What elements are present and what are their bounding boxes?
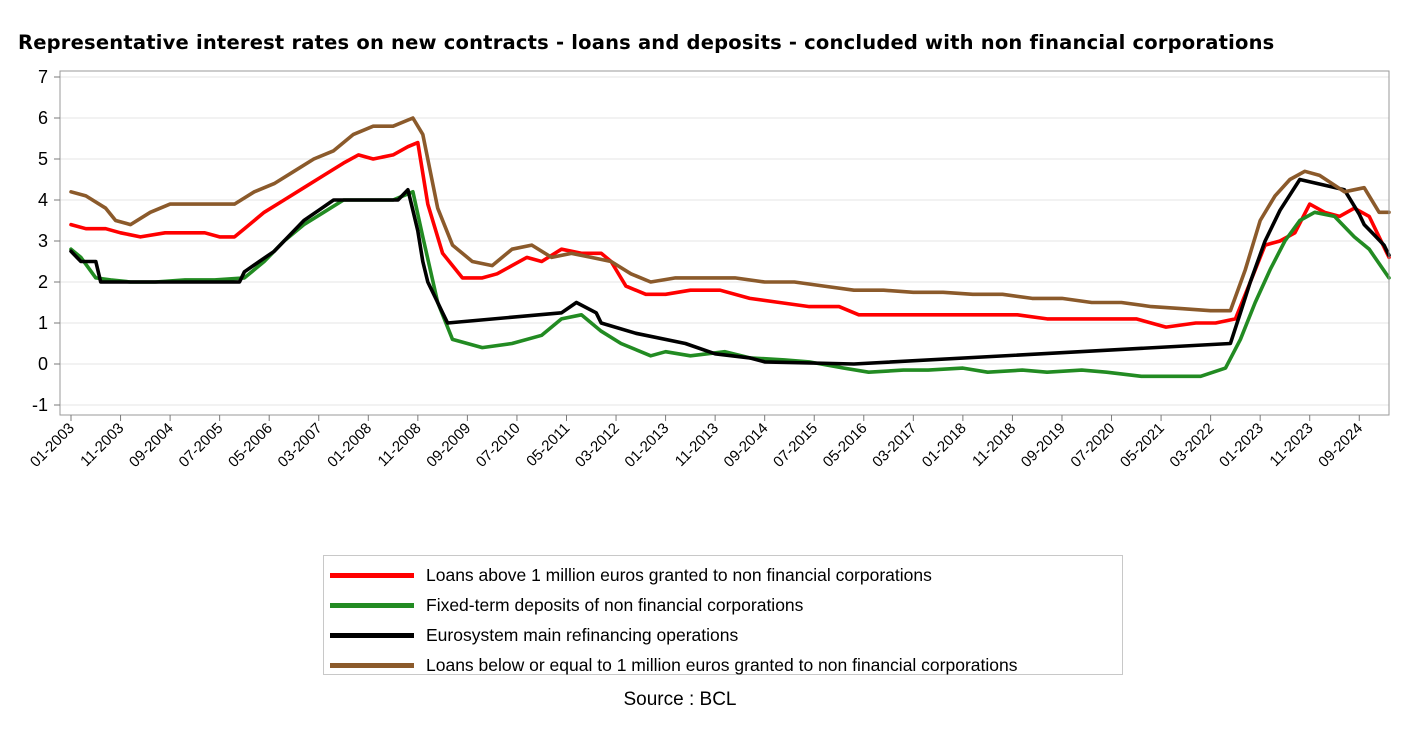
legend-item: Fixed-term deposits of non financial cor… bbox=[324, 590, 1122, 620]
x-tick-label: 05-2021 bbox=[1117, 420, 1168, 471]
legend-item: Loans below or equal to 1 million euros … bbox=[324, 650, 1122, 680]
y-tick-label: 2 bbox=[38, 272, 48, 292]
x-tick-label: 05-2011 bbox=[523, 420, 573, 470]
y-tick-label: 3 bbox=[38, 231, 48, 251]
series-line-2 bbox=[69, 190, 1391, 379]
chart-title: Representative interest rates on new con… bbox=[18, 31, 1275, 54]
x-tick-label: 07-2020 bbox=[1067, 420, 1118, 471]
source-note: Source : BCL bbox=[623, 689, 737, 710]
legend-swatch bbox=[330, 602, 414, 608]
y-tick-label: 0 bbox=[38, 354, 48, 374]
plot-area-frame bbox=[59, 70, 1390, 416]
x-tick-label: 01-2003 bbox=[27, 420, 78, 471]
x-tick-label: 05-2006 bbox=[225, 420, 276, 471]
y-tick-label: 4 bbox=[38, 190, 48, 210]
legend-label: Loans above 1 million euros granted to n… bbox=[426, 564, 932, 585]
x-tick-label: 03-2017 bbox=[869, 420, 920, 471]
y-tick-label: 7 bbox=[38, 67, 48, 87]
x-tick-label: 09-2024 bbox=[1315, 420, 1366, 471]
x-tick-label: 03-2022 bbox=[1166, 420, 1217, 471]
x-tick-label: 01-2023 bbox=[1216, 420, 1267, 471]
series-line-3 bbox=[69, 177, 1391, 366]
x-tick-label: 11-2013 bbox=[672, 420, 722, 470]
x-tick-label: 01-2008 bbox=[324, 420, 375, 471]
x-tick-label: 07-2010 bbox=[473, 420, 524, 471]
x-tick-label: 05-2016 bbox=[820, 420, 871, 471]
x-tick-label: 11-2003 bbox=[77, 420, 127, 470]
x-tick-label: 09-2014 bbox=[721, 420, 772, 471]
x-tick-label: 07-2005 bbox=[176, 420, 227, 471]
y-tick-label: 1 bbox=[38, 313, 48, 333]
y-tick-label: -1 bbox=[32, 395, 48, 415]
x-tick-label: 09-2009 bbox=[423, 420, 474, 471]
x-tick-label: 11-2023 bbox=[1266, 420, 1316, 470]
series-line-1 bbox=[69, 140, 1391, 329]
x-tick-label: 03-2007 bbox=[275, 420, 326, 471]
legend-label: Loans below or equal to 1 million euros … bbox=[426, 654, 1018, 675]
x-tick-label: 09-2004 bbox=[126, 420, 177, 471]
x-tick-label: 07-2015 bbox=[770, 420, 821, 471]
x-tick-label: 01-2018 bbox=[919, 420, 970, 471]
legend-label: Fixed-term deposits of non financial cor… bbox=[426, 594, 804, 615]
y-tick-label: 5 bbox=[38, 149, 48, 169]
legend-item: Eurosystem main refinancing operations bbox=[324, 620, 1122, 650]
series-lines bbox=[69, 116, 1391, 379]
legend-label: Eurosystem main refinancing operations bbox=[426, 624, 739, 645]
x-tick-label: 01-2013 bbox=[621, 420, 672, 471]
legend-swatch bbox=[330, 572, 414, 578]
gridlines bbox=[60, 76, 1389, 406]
x-tick-label: 11-2018 bbox=[969, 420, 1019, 470]
y-tick-label: 6 bbox=[38, 108, 48, 128]
legend-swatch bbox=[330, 632, 414, 638]
legend-swatch bbox=[330, 662, 414, 668]
legend: Loans above 1 million euros granted to n… bbox=[323, 555, 1123, 675]
x-tick-label: 11-2008 bbox=[375, 420, 425, 470]
x-tick-label: 09-2019 bbox=[1018, 420, 1069, 471]
x-tick-label: 03-2012 bbox=[572, 420, 623, 471]
legend-item: Loans above 1 million euros granted to n… bbox=[324, 560, 1122, 590]
series-line-4 bbox=[69, 116, 1391, 313]
